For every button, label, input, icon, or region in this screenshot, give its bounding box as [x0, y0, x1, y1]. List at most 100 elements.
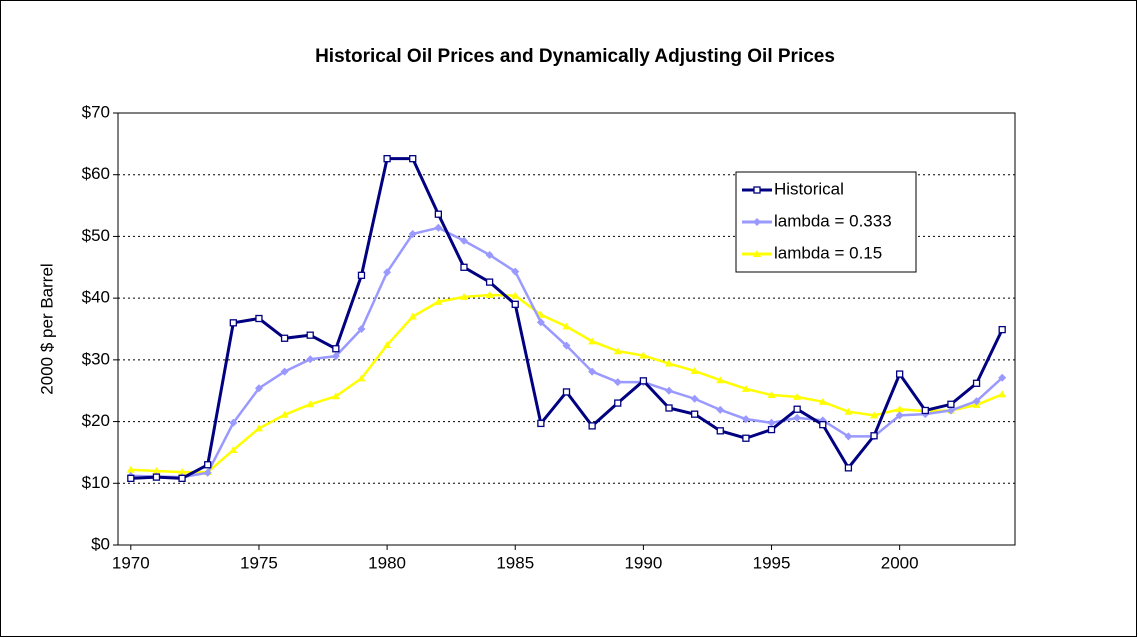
marker — [434, 297, 443, 305]
marker — [306, 355, 315, 364]
marker — [408, 312, 417, 320]
marker — [665, 386, 674, 395]
marker — [819, 421, 827, 429]
y-tick-label: $20 — [82, 411, 110, 430]
marker — [972, 397, 981, 406]
marker — [870, 411, 879, 419]
x-tick-label: 1990 — [624, 553, 662, 572]
marker — [767, 418, 776, 427]
marker — [793, 392, 802, 400]
marker — [485, 250, 494, 259]
marker — [742, 434, 750, 442]
marker — [921, 406, 929, 415]
marker — [152, 473, 161, 481]
marker — [331, 392, 340, 400]
marker — [818, 397, 827, 405]
marker — [511, 291, 520, 299]
marker — [126, 465, 135, 473]
chart-title: Historical Oil Prices and Dynamically Ad… — [315, 46, 835, 67]
marker — [844, 464, 853, 472]
marker — [741, 415, 750, 424]
marker — [485, 291, 494, 299]
marker — [998, 325, 1006, 334]
marker — [895, 411, 904, 420]
marker — [331, 352, 340, 361]
marker — [972, 379, 981, 387]
marker — [306, 400, 315, 408]
marker — [998, 390, 1007, 398]
marker — [767, 391, 776, 399]
y-tick-label: $40 — [82, 288, 110, 307]
marker — [947, 400, 955, 408]
marker — [383, 155, 391, 163]
marker — [896, 370, 904, 378]
marker — [357, 374, 366, 382]
marker — [870, 432, 878, 440]
marker — [588, 337, 597, 345]
marker — [357, 271, 366, 279]
marker — [537, 419, 545, 428]
marker — [511, 300, 519, 308]
marker — [178, 468, 187, 476]
x-tick-label: 1975 — [240, 553, 278, 572]
marker — [614, 399, 622, 407]
y-tick-label: $0 — [91, 534, 110, 553]
marker — [511, 267, 520, 276]
x-tick-label: 1985 — [496, 553, 534, 572]
marker — [408, 229, 417, 238]
legend-marker — [753, 250, 761, 257]
marker — [254, 384, 263, 393]
marker — [690, 394, 699, 403]
marker — [536, 318, 545, 327]
marker — [690, 366, 699, 374]
marker — [716, 427, 724, 435]
y-tick-label: $50 — [82, 226, 110, 245]
marker — [613, 378, 622, 387]
marker — [357, 325, 366, 333]
marker — [280, 410, 289, 418]
marker — [946, 406, 955, 415]
y-tick-label: $30 — [82, 349, 110, 368]
marker — [280, 334, 289, 342]
legend-marker — [753, 186, 761, 194]
marker — [178, 474, 186, 482]
marker — [255, 314, 263, 323]
x-tick-label: 2000 — [881, 553, 919, 572]
marker — [152, 466, 161, 474]
marker — [127, 474, 135, 482]
marker — [588, 367, 597, 376]
marker — [229, 445, 238, 453]
legend-label: lambda = 0.15 — [774, 243, 882, 262]
marker — [460, 263, 468, 271]
marker — [793, 413, 802, 422]
marker — [409, 155, 417, 163]
marker — [280, 367, 289, 376]
marker — [613, 347, 622, 355]
marker — [844, 432, 853, 441]
legend-marker — [753, 218, 761, 226]
marker — [434, 210, 443, 218]
marker — [459, 292, 468, 300]
marker — [306, 331, 314, 339]
marker — [562, 341, 571, 350]
x-tick-label: 1995 — [753, 553, 791, 572]
x-tick-label: 1970 — [112, 553, 150, 572]
marker — [434, 223, 443, 232]
x-tick-label: 1980 — [368, 553, 406, 572]
marker — [332, 345, 340, 353]
y-tick-label: $10 — [82, 473, 110, 492]
marker — [844, 407, 853, 415]
marker — [639, 377, 648, 385]
marker — [562, 322, 571, 330]
y-axis-label: 2000 $ per Barrel — [37, 263, 56, 394]
marker — [639, 351, 648, 359]
marker — [229, 418, 238, 427]
marker — [690, 410, 699, 418]
marker — [383, 268, 392, 277]
marker — [793, 405, 801, 413]
marker — [998, 373, 1007, 382]
marker — [665, 404, 673, 412]
marker — [588, 422, 596, 430]
y-tick-label: $70 — [82, 102, 110, 121]
